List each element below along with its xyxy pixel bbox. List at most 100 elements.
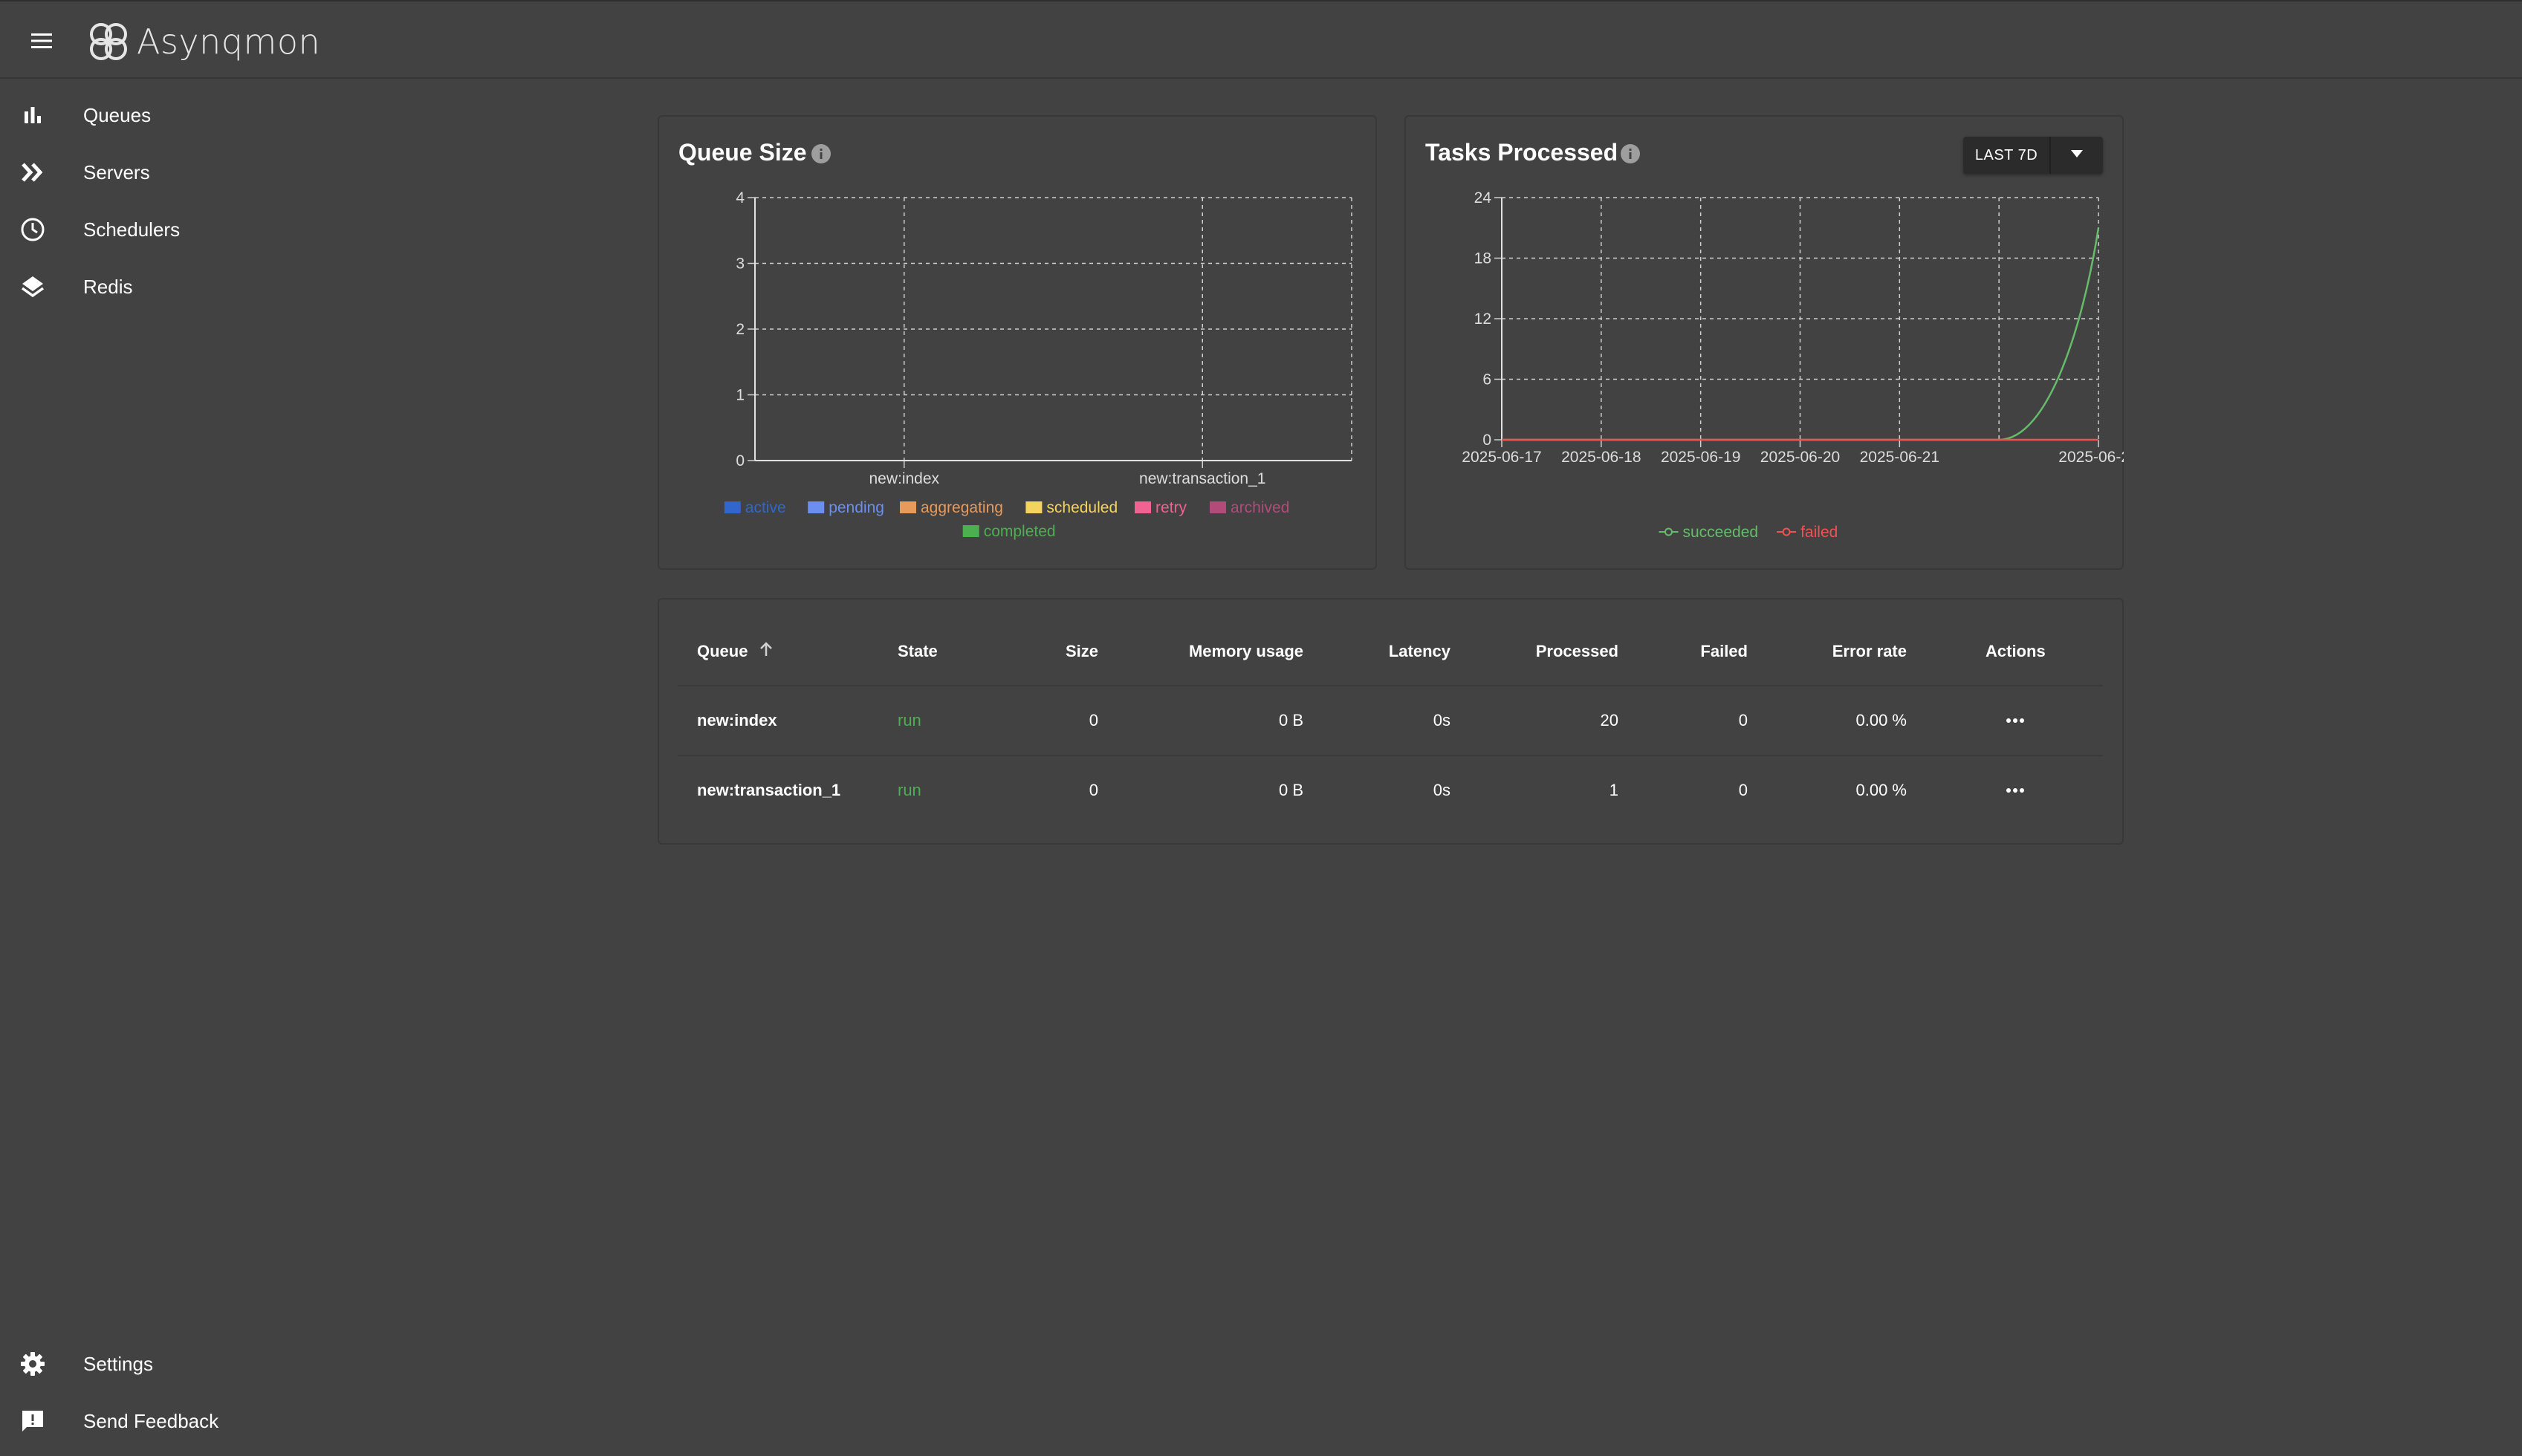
- y-tick-label: 3: [736, 256, 745, 273]
- caret-down-icon: [2069, 149, 2084, 162]
- latency: 0s: [1433, 711, 1450, 729]
- legend-swatch: [900, 501, 916, 513]
- sidebar-item-label: Settings: [83, 1352, 153, 1375]
- y-tick-label: 0: [1482, 432, 1491, 449]
- clock-icon: [18, 215, 48, 244]
- column-header-latency[interactable]: Latency: [1388, 642, 1450, 660]
- gear-icon: [18, 1349, 48, 1379]
- y-tick-label: 12: [1474, 311, 1491, 328]
- x-tick-label: 2025-06-17: [1462, 449, 1541, 466]
- more-horizontal-icon[interactable]: [1993, 776, 2038, 805]
- legend-item-scheduled: scheduled: [1025, 499, 1118, 516]
- sidebar-item-label: Redis: [83, 275, 133, 298]
- bar-chart-icon: [18, 100, 48, 130]
- memory-usage: 0 B: [1278, 781, 1303, 799]
- legend-item-succeeded: succeeded: [1659, 524, 1759, 541]
- memory-usage: 0 B: [1278, 711, 1303, 729]
- legend-item-archived: archived: [1210, 499, 1289, 516]
- tasks-processed-card: [1404, 115, 2124, 570]
- legend-swatch: [1025, 501, 1043, 513]
- processed-count: 20: [1600, 711, 1618, 729]
- queue-size: 0: [1089, 781, 1098, 799]
- legend-marker: [1664, 527, 1673, 536]
- legend-label: aggregating: [921, 499, 1003, 516]
- sidebar-item-send-feedback[interactable]: Send Feedback: [0, 1393, 342, 1449]
- tasks-processed-chart: 0 6 12 18 24 2025-06-17 2025-06-18 2025-06-19 20…: [1462, 189, 2124, 541]
- column-header-processed[interactable]: Processed: [1535, 642, 1618, 660]
- row-divider: [678, 685, 2103, 686]
- column-header-label: Queue: [697, 642, 748, 660]
- column-header-failed[interactable]: Failed: [1700, 642, 1748, 660]
- queues-table-card: [658, 598, 2124, 845]
- sidebar-item-queues[interactable]: Queues: [0, 87, 342, 143]
- y-tick-label: 2: [736, 321, 745, 338]
- column-header-size[interactable]: Size: [1065, 642, 1098, 660]
- column-header-state[interactable]: State: [898, 642, 938, 660]
- row-divider: [678, 755, 2103, 756]
- tasks-processed-title: Tasks Processed: [1425, 139, 1618, 166]
- legend-marker: [1782, 527, 1791, 536]
- sidebar-item-servers[interactable]: Servers: [0, 144, 342, 201]
- legend-label: failed: [1800, 524, 1838, 541]
- sidebar-item-label: Servers: [83, 160, 150, 183]
- queue-state: run: [898, 781, 921, 799]
- legend-item-pending: pending: [808, 499, 884, 516]
- feedback-icon: [18, 1406, 48, 1436]
- more-horizontal-icon[interactable]: [1993, 706, 2038, 735]
- info-icon[interactable]: [811, 143, 832, 164]
- column-header-error-rate[interactable]: Error rate: [1832, 642, 1907, 660]
- latency: 0s: [1433, 781, 1450, 799]
- y-tick-label: 18: [1474, 250, 1491, 267]
- y-tick-label: 24: [1474, 189, 1492, 207]
- arrow-up-icon: [759, 641, 774, 663]
- x-tick-label: 2025-06-18: [1561, 449, 1641, 466]
- sidebar-item-label: Schedulers: [83, 218, 181, 241]
- legend-item-failed: failed: [1777, 524, 1838, 541]
- x-tick-label: 2025-06-23: [2058, 449, 2124, 466]
- legend-label: scheduled: [1046, 499, 1118, 516]
- sidebar-item-label: Queues: [83, 103, 152, 126]
- legend-swatch: [724, 501, 741, 513]
- legend-label: succeeded: [1683, 524, 1759, 541]
- queue-size-card: [658, 115, 1377, 570]
- info-icon[interactable]: [1620, 143, 1641, 164]
- legend-label: completed: [984, 523, 1056, 540]
- queue-name-link[interactable]: new:transaction_1: [697, 781, 841, 799]
- error-rate: 0.00 %: [1855, 711, 1907, 729]
- column-header-memory-usage[interactable]: Memory usage: [1188, 642, 1303, 660]
- sidebar-item-redis[interactable]: Redis: [0, 259, 342, 315]
- x-tick-label: new:index: [869, 470, 939, 487]
- app-title: Asynqmon: [137, 22, 321, 62]
- failed-count: 0: [1738, 781, 1748, 799]
- legend-label: archived: [1231, 499, 1289, 516]
- legend-label: active: [745, 499, 786, 516]
- queue-size: 0: [1089, 711, 1098, 729]
- x-tick-label: 2025-06-20: [1760, 449, 1840, 466]
- y-tick-label: 0: [736, 452, 745, 469]
- queue-name-link[interactable]: new:index: [697, 711, 777, 729]
- x-tick-label: 2025-06-21: [1860, 449, 1939, 466]
- sidebar-item-schedulers[interactable]: Schedulers: [0, 201, 342, 258]
- legend-item-aggregating: aggregating: [900, 499, 1003, 516]
- legend-label: pending: [829, 499, 884, 516]
- column-header-queue[interactable]: Queue: [697, 640, 774, 663]
- hamburger-menu-icon[interactable]: [16, 19, 67, 62]
- range-dropdown-button[interactable]: [2051, 137, 2103, 174]
- layers-icon: [18, 272, 48, 302]
- y-tick-label: 6: [1482, 371, 1491, 389]
- legend-label: retry: [1155, 499, 1187, 516]
- queue-state: run: [898, 711, 921, 729]
- y-tick-label: 1: [736, 387, 745, 404]
- processed-count: 1: [1609, 781, 1618, 799]
- legend-item-active: active: [724, 499, 786, 516]
- queue-size-title: Queue Size: [678, 139, 807, 166]
- time-range-button[interactable]: LAST 7D: [1963, 137, 2051, 174]
- top-app-bar: Asynqmon: [0, 0, 2522, 79]
- legend-swatch: [1135, 501, 1151, 513]
- error-rate: 0.00 %: [1855, 781, 1907, 799]
- x-tick-label: new:transaction_1: [1139, 470, 1265, 487]
- sidebar-item-label: Send Feedback: [83, 1409, 219, 1432]
- sidebar-item-settings[interactable]: Settings: [0, 1336, 342, 1392]
- y-tick-label: 4: [736, 189, 745, 207]
- column-header-actions: Actions: [1985, 642, 2046, 660]
